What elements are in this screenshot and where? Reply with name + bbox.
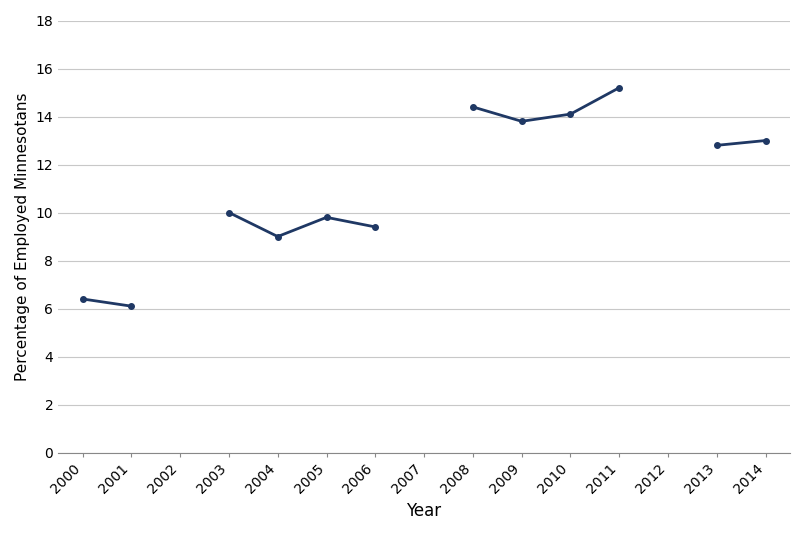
- X-axis label: Year: Year: [407, 502, 442, 520]
- Y-axis label: Percentage of Employed Minnesotans: Percentage of Employed Minnesotans: [15, 93, 30, 381]
